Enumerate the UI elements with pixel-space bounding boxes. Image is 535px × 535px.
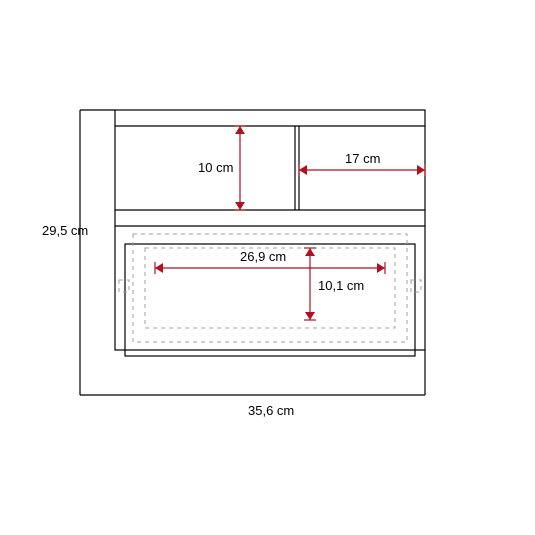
bracket-notch-1 xyxy=(411,280,421,292)
dim-label-height_10_1cm: 10,1 cm xyxy=(318,278,364,293)
dim-label-height_10cm: 10 cm xyxy=(198,160,233,175)
overall-height-label: 29,5 cm xyxy=(42,223,88,238)
dim-label-width_17cm: 17 cm xyxy=(345,151,380,166)
cabinet-outline xyxy=(115,110,425,350)
bracket-notch-0 xyxy=(119,280,129,292)
overall-width-label: 35,6 cm xyxy=(248,403,294,418)
dim-label-width_26_9cm: 26,9 cm xyxy=(240,249,286,264)
